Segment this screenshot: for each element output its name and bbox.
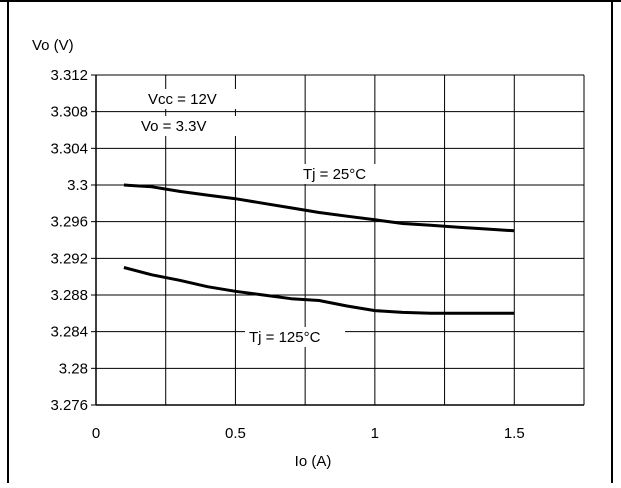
y-tick-label: 3.276: [50, 397, 88, 414]
series-label-tj25: Tj = 25°C: [303, 166, 366, 183]
series-line-1: [123, 266, 515, 315]
x-tick-label: 0: [92, 425, 100, 442]
y-tick-label: 3.3: [67, 177, 88, 194]
annotation-vcc: Vcc = 12V: [148, 91, 217, 108]
y-tick-label: 3.288: [50, 287, 88, 304]
series-line-0: [123, 183, 515, 233]
series-label-tj125: Tj = 125°C: [249, 329, 321, 346]
y-tick-label: 3.284: [50, 324, 88, 341]
series-label-tj25-bg: [299, 164, 387, 184]
y-tick-label: 3.304: [50, 140, 88, 157]
series-layer: [123, 183, 515, 315]
series-label-tj125-bg: [245, 327, 345, 347]
y-tick-label: 3.292: [50, 250, 88, 267]
x-axis-label: Io (A): [295, 453, 332, 470]
annotation-vcc-bg: [144, 89, 242, 109]
y-tick-label: 3.312: [50, 67, 88, 84]
y-axis-label: Vo (V): [32, 37, 74, 54]
tick-labels: 3.276 3.28 3.284 3.288 3.292 3.296 3.3 3.304 3.3…: [50, 67, 524, 442]
x-tick-label: 1: [371, 425, 379, 442]
y-tick-label: 3.296: [50, 214, 88, 231]
annotation-backgrounds: [138, 89, 387, 347]
x-tick-label: 1.5: [504, 425, 525, 442]
y-tick-label: 3.28: [59, 360, 88, 377]
x-tick-label: 0.5: [225, 425, 246, 442]
annotation-vo: Vo = 3.3V: [141, 118, 206, 135]
y-tick-label: 3.308: [50, 104, 88, 121]
annotation-vo-bg: [138, 116, 242, 136]
